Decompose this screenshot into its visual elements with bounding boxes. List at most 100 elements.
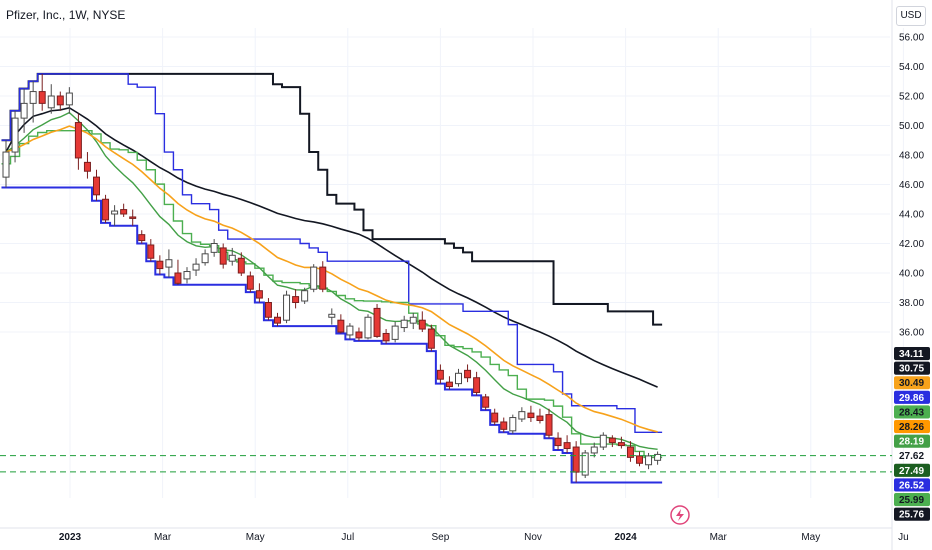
indicator-lines xyxy=(1,72,663,484)
dashed-levels xyxy=(0,455,892,473)
price-badge-label: 27.62 xyxy=(899,451,924,462)
up-candle xyxy=(645,452,653,470)
up-candle xyxy=(283,290,291,324)
down-candle xyxy=(102,194,110,223)
down-candle xyxy=(237,252,245,276)
candle-body xyxy=(617,442,625,447)
candle-body xyxy=(364,316,372,339)
price-badge-label: 30.75 xyxy=(899,364,924,375)
candle-body xyxy=(346,325,354,336)
price-badge-bg xyxy=(894,493,930,507)
price-badge: 27.49 xyxy=(894,463,930,477)
grid xyxy=(0,0,904,550)
down-candle xyxy=(156,255,164,275)
upper-channel-line xyxy=(1,72,663,326)
candle-body xyxy=(47,95,55,109)
price-badge-label: 34.11 xyxy=(899,349,924,360)
x-axis: 2023 Mar May Jul Sep Nov 2024 Mar May Ju xyxy=(59,532,909,543)
price-badge: 30.49 xyxy=(894,376,930,390)
ema-orange-line xyxy=(5,125,658,433)
x-tick-label: Mar xyxy=(154,532,172,543)
up-candle xyxy=(183,267,191,284)
candle-body xyxy=(2,151,10,178)
down-candle xyxy=(337,314,345,334)
candle-body xyxy=(210,243,218,253)
price-badge: 28.43 xyxy=(894,405,930,419)
down-candle xyxy=(572,441,580,483)
candle-body xyxy=(129,216,137,219)
price-badge: 29.86 xyxy=(894,390,930,404)
candle-body xyxy=(626,446,634,458)
down-candle xyxy=(445,376,453,390)
x-tick-label: Sep xyxy=(432,532,450,543)
down-candle xyxy=(74,113,82,170)
candle-body xyxy=(192,263,200,271)
candle-body xyxy=(391,325,399,340)
x-tick-label: 2023 xyxy=(59,532,82,543)
y-tick-label: 48.00 xyxy=(899,151,924,162)
candle-body xyxy=(120,209,128,215)
x-tick-label: Jul xyxy=(341,532,354,543)
y-tick-label: 44.00 xyxy=(899,210,924,221)
candle-body xyxy=(56,95,64,106)
x-tick-label: Nov xyxy=(524,532,542,543)
candle-body xyxy=(482,396,490,408)
down-candle xyxy=(292,289,300,309)
price-badge-bg xyxy=(894,478,930,492)
down-candle xyxy=(545,408,553,439)
x-tick-label: 2024 xyxy=(614,532,637,543)
down-candle xyxy=(138,230,146,244)
candle-body xyxy=(645,455,653,466)
candle-body xyxy=(355,331,363,339)
price-badge-bg xyxy=(894,434,930,448)
up-candle xyxy=(509,414,517,434)
price-badge: 27.62 xyxy=(899,451,924,462)
price-badge-bg xyxy=(894,463,930,477)
price-badge: 30.75 xyxy=(894,361,930,375)
donchian-lower-line xyxy=(1,186,663,484)
up-candle xyxy=(192,258,200,276)
candle-body xyxy=(219,247,227,265)
up-candle xyxy=(65,87,73,114)
price-badge: 28.19 xyxy=(894,434,930,448)
y-tick-label: 54.00 xyxy=(899,62,924,73)
candle-body xyxy=(274,316,281,324)
price-badge: 25.76 xyxy=(894,507,930,521)
down-candle xyxy=(536,408,544,424)
down-candle xyxy=(255,283,263,303)
candle-body xyxy=(581,452,589,476)
price-badge-label: 26.52 xyxy=(899,480,924,491)
candle-body xyxy=(246,275,254,290)
candle-body xyxy=(255,290,263,299)
y-tick-label: 38.00 xyxy=(899,298,924,309)
candle-body xyxy=(174,272,182,284)
up-candle xyxy=(210,239,218,257)
price-badge-label: 28.26 xyxy=(899,422,924,433)
y-tick-label: 40.00 xyxy=(899,269,924,280)
down-candle xyxy=(427,324,435,352)
candle-body xyxy=(400,319,408,329)
candle-body xyxy=(518,411,526,420)
up-candle xyxy=(409,312,417,330)
candle-body xyxy=(102,198,110,221)
x-tick-label: May xyxy=(801,532,820,543)
down-candle xyxy=(38,73,46,111)
price-badge: 34.11 xyxy=(894,347,930,361)
price-badge: 28.26 xyxy=(894,420,930,434)
down-candle xyxy=(554,432,562,450)
up-candle xyxy=(47,84,55,114)
lightning-icon[interactable] xyxy=(670,505,690,525)
candle-body xyxy=(147,244,155,259)
candle-body xyxy=(554,437,562,447)
candle-body xyxy=(418,319,426,330)
candle-body xyxy=(436,369,444,380)
up-candle xyxy=(11,110,19,163)
y-tick-label: 36.00 xyxy=(899,328,924,339)
candle-body xyxy=(445,381,453,388)
candle-body xyxy=(111,210,119,215)
up-candle xyxy=(328,308,336,325)
currency-button[interactable]: USD xyxy=(896,6,926,26)
down-candle xyxy=(56,91,64,111)
candle-body xyxy=(608,437,616,444)
